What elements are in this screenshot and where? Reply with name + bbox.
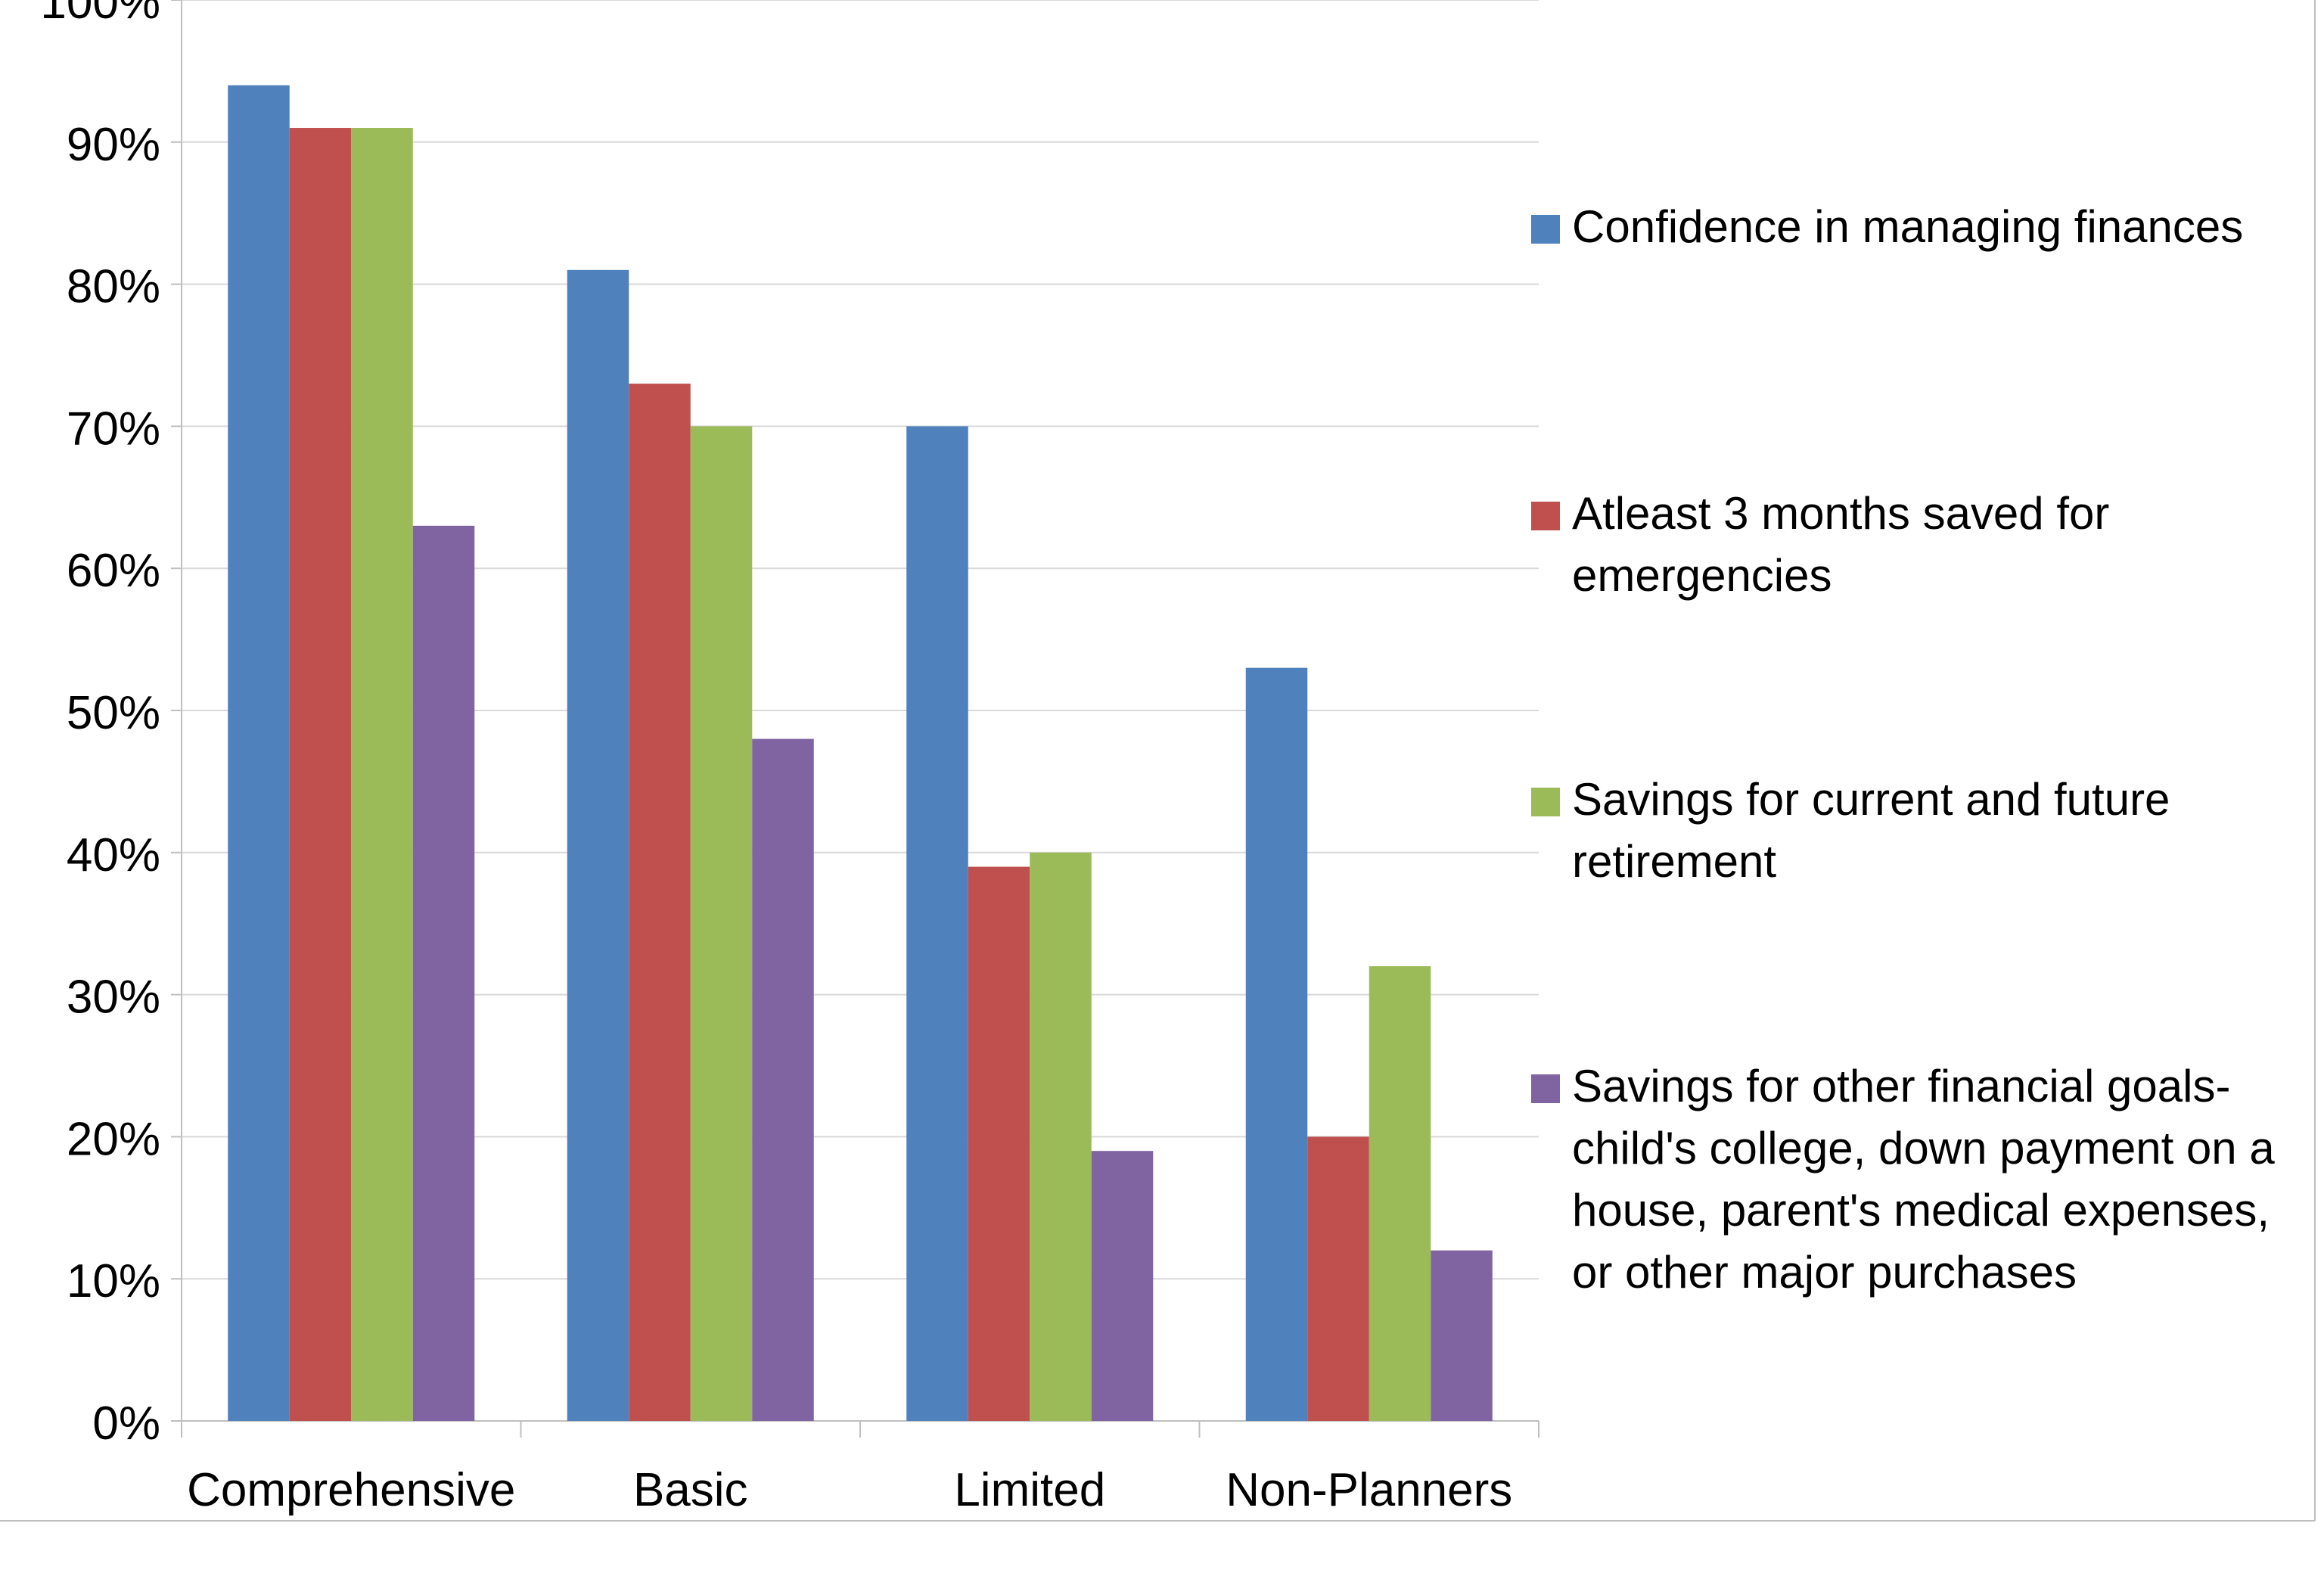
y-tick-label: 40% (67, 829, 160, 881)
legend-label-line: house, parent's medical expenses, (1572, 1185, 2270, 1236)
bar (412, 525, 475, 1421)
y-tick-label: 90% (67, 119, 160, 171)
legend-label-line: Atleast 3 months saved for (1572, 488, 2109, 539)
legend-label-line: or other major purchases (1572, 1247, 2077, 1298)
bar (1030, 852, 1092, 1421)
y-tick-label: 10% (67, 1255, 160, 1307)
bar (289, 128, 352, 1421)
legend-label: Confidence in managing finances (1572, 201, 2243, 252)
legend-label-line: emergencies (1572, 550, 1832, 601)
y-tick-label: 20% (67, 1113, 160, 1165)
bar (906, 426, 968, 1421)
bar (968, 866, 1030, 1421)
y-tick-label: 100% (40, 0, 160, 29)
bar (1091, 1151, 1154, 1421)
y-tick-label: 80% (67, 261, 160, 313)
legend-swatch (1531, 1074, 1560, 1103)
bar (351, 128, 413, 1421)
legend-label-line: child's college, down payment on a (1572, 1123, 2275, 1174)
legend-label: Atleast 3 months saved for emergencies (1572, 488, 2109, 601)
bar (1369, 966, 1431, 1421)
y-tick-label: 70% (67, 403, 160, 455)
bar (228, 85, 290, 1421)
legend-label-line: retirement (1572, 836, 1776, 887)
bar (1307, 1136, 1369, 1421)
legend-swatch (1531, 788, 1560, 816)
y-tick-label: 60% (67, 545, 160, 597)
legend-label: Savings for other financial goals-child'… (1572, 1061, 2275, 1298)
x-tick-label: Basic (633, 1464, 748, 1516)
bar (567, 269, 629, 1421)
x-tick-label: Limited (954, 1464, 1105, 1516)
legend-label-line: Savings for other financial goals- (1572, 1061, 2230, 1111)
bar (752, 738, 814, 1421)
bar (690, 426, 753, 1421)
legend-swatch (1531, 215, 1560, 244)
y-tick-label: 0% (92, 1397, 160, 1450)
y-tick-label: 30% (67, 971, 160, 1024)
legend-label-line: Confidence in managing finances (1572, 201, 2243, 252)
y-tick-label: 50% (67, 687, 160, 739)
bar (1245, 667, 1308, 1421)
legend-swatch (1531, 502, 1560, 530)
x-tick-label: Non-Planners (1226, 1464, 1512, 1516)
bar (629, 384, 691, 1421)
legend-label-line: Savings for current and future (1572, 774, 2170, 825)
legend-label: Savings for current and future retirement (1572, 774, 2170, 887)
x-tick-label: Comprehensive (187, 1464, 515, 1516)
bar (1431, 1250, 1493, 1421)
